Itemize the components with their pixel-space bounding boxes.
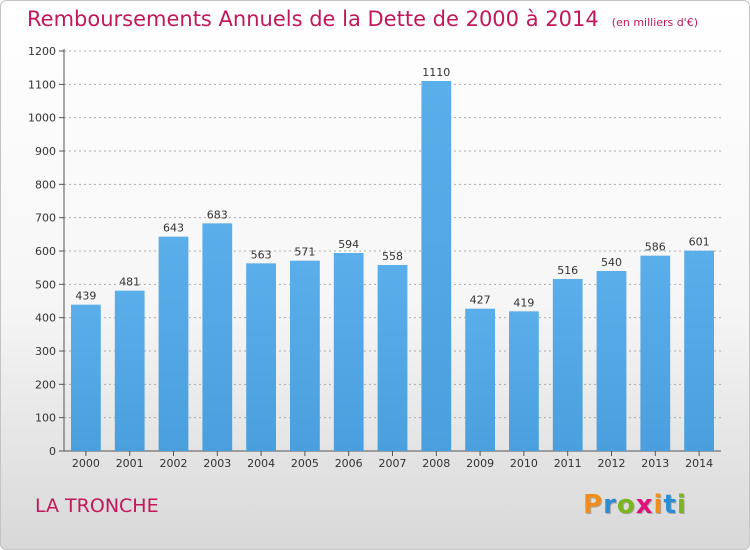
y-tick-label: 200: [35, 378, 56, 391]
bar-value-label: 540: [601, 256, 622, 269]
bar-value-label: 571: [294, 246, 315, 259]
logo-letter: i: [653, 490, 664, 520]
y-tick-label: 1100: [28, 78, 56, 91]
bar: [421, 81, 452, 451]
logo-letter: t: [663, 490, 677, 520]
logo-letter: o: [616, 490, 636, 520]
bar: [465, 308, 495, 451]
bar-value-label: 601: [689, 236, 710, 249]
bar-value-label: 1110: [422, 66, 450, 79]
x-tick-label: 2011: [554, 457, 582, 470]
bar: [158, 236, 189, 451]
y-tick-label: 100: [35, 412, 56, 425]
bar-value-label: 439: [75, 290, 96, 303]
x-tick-label: 2007: [379, 457, 407, 470]
y-tick-label: 300: [35, 345, 56, 358]
bar: [246, 263, 276, 451]
bar: [377, 265, 408, 451]
bar-value-label: 481: [119, 276, 140, 289]
bar: [202, 223, 233, 451]
y-tick-label: 1200: [28, 45, 56, 58]
x-tick-label: 2012: [598, 457, 626, 470]
bar-value-label: 427: [470, 294, 491, 307]
x-tick-label: 2014: [685, 457, 713, 470]
x-tick-label: 2001: [116, 457, 144, 470]
x-tick-label: 2009: [466, 457, 494, 470]
y-tick-label: 0: [49, 445, 56, 458]
x-tick-label: 2000: [72, 457, 100, 470]
logo-letter: P: [583, 490, 604, 520]
bar: [290, 260, 320, 451]
bar: [684, 250, 714, 451]
bar-value-label: 563: [251, 248, 272, 261]
proxiti-logo: Proxiti: [583, 490, 687, 520]
logo-letter: i: [676, 490, 687, 520]
bar: [71, 304, 101, 451]
logo-letter: r: [603, 490, 617, 520]
x-tick-label: 2010: [510, 457, 538, 470]
bar: [333, 253, 364, 451]
title-row: Remboursements Annuels de la Dette de 20…: [27, 7, 698, 31]
x-tick-label: 2004: [247, 457, 275, 470]
commune-name: LA TRONCHE: [35, 495, 159, 517]
x-tick-label: 2006: [335, 457, 363, 470]
bar: [552, 279, 583, 451]
chart-unit: (en milliers d'€): [611, 16, 699, 29]
bar: [114, 290, 145, 451]
x-tick-label: 2002: [160, 457, 188, 470]
bar-value-label: 516: [557, 264, 578, 277]
x-tick-label: 2013: [641, 457, 669, 470]
x-tick-label: 2005: [291, 457, 319, 470]
x-tick-label: 2008: [422, 457, 450, 470]
y-tick-label: 700: [35, 212, 56, 225]
x-tick-label: 2003: [203, 457, 231, 470]
y-tick-label: 600: [35, 245, 56, 258]
bar: [640, 255, 671, 451]
bar-value-label: 594: [338, 238, 359, 251]
bar: [596, 271, 627, 451]
y-tick-label: 500: [35, 278, 56, 291]
bar-value-label: 643: [163, 222, 184, 235]
y-tick-label: 1000: [28, 112, 56, 125]
y-tick-label: 800: [35, 178, 56, 191]
y-tick-label: 900: [35, 145, 56, 158]
chart-title: Remboursements Annuels de la Dette de 20…: [27, 7, 599, 31]
bar-value-label: 586: [645, 241, 666, 254]
bar-value-label: 558: [382, 250, 403, 263]
logo-letter: x: [635, 490, 654, 520]
y-tick-label: 400: [35, 312, 56, 325]
bar-value-label: 419: [513, 296, 534, 309]
bar: [509, 311, 539, 451]
bar-value-label: 683: [207, 208, 228, 221]
